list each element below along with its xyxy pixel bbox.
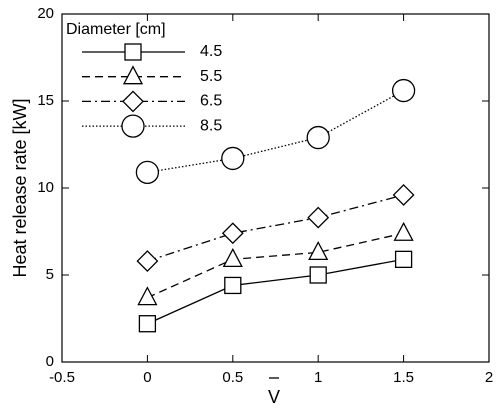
marker: [392, 184, 415, 206]
marker: [224, 276, 242, 295]
marker: [135, 160, 160, 184]
marker: [221, 222, 244, 245]
y-tick-label: 10: [37, 179, 54, 196]
x-tick-label: 0.5: [222, 369, 243, 386]
marker: [391, 78, 416, 103]
marker: [307, 206, 330, 229]
series-line: [147, 89, 404, 173]
legend-title: Diameter [cm]: [66, 21, 166, 38]
legend-label: 6.5: [200, 93, 222, 110]
plot-frame: [61, 13, 490, 363]
y-axis-label: Heat release rate [kW]: [10, 98, 30, 277]
x-axis-label: V: [268, 387, 280, 407]
series-line: [147, 194, 404, 262]
marker: [222, 247, 243, 267]
marker: [306, 125, 330, 150]
legend-label: 8.5: [200, 117, 222, 134]
y-tick-label: 0: [46, 353, 54, 370]
marker: [138, 315, 157, 333]
legend-label: 4.5: [200, 43, 222, 60]
legend-label: 5.5: [200, 68, 222, 85]
series-line: [147, 232, 404, 299]
marker: [121, 114, 145, 138]
marker: [308, 240, 329, 261]
x-tick-label: 1: [314, 369, 322, 386]
marker: [393, 221, 414, 241]
series-line: [147, 258, 404, 325]
y-tick-label: 5: [46, 266, 54, 283]
marker: [124, 43, 142, 61]
marker: [136, 250, 159, 272]
x-tick-label: 2: [485, 369, 493, 386]
x-tick-label: 0: [143, 369, 151, 386]
marker: [137, 286, 158, 306]
marker: [309, 266, 327, 284]
x-tick-label: -0.5: [49, 369, 75, 386]
y-tick-label: 15: [37, 92, 54, 109]
x-tick-label: 1.5: [393, 369, 414, 386]
y-tick-label: 20: [37, 5, 54, 22]
marker: [221, 146, 245, 171]
marker: [122, 65, 144, 85]
marker: [122, 90, 144, 113]
marker: [394, 250, 413, 268]
